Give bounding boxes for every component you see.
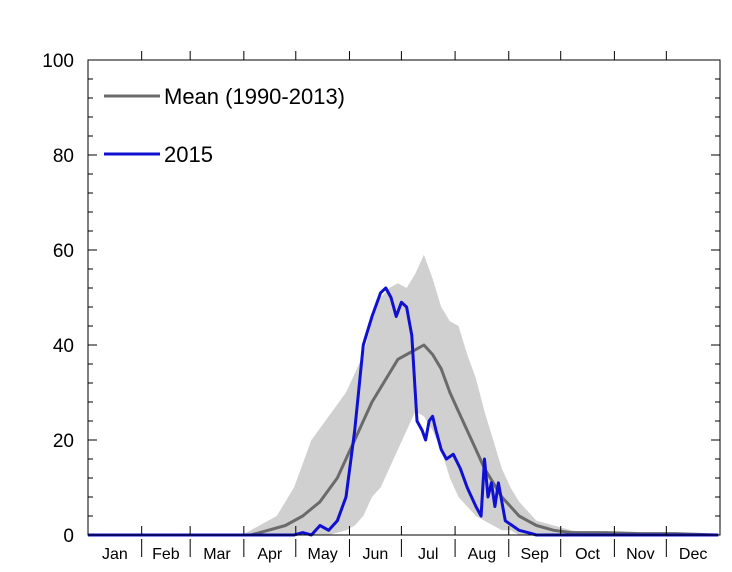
series-line-mean xyxy=(88,343,719,537)
x-tick-label: Mar xyxy=(203,546,231,563)
x-tick-label: Dec xyxy=(679,546,707,563)
x-tick-label: Oct xyxy=(575,546,600,563)
y-tick-label: 80 xyxy=(53,146,74,167)
y-tick-label: 60 xyxy=(53,241,74,262)
x-tick-label: Apr xyxy=(257,546,283,563)
series-lines-layer xyxy=(88,286,719,537)
range-band xyxy=(88,254,719,536)
legend-label-mean: Mean (1990-2013) xyxy=(164,84,345,109)
x-tick-label: Aug xyxy=(468,546,496,563)
y-tick-label: 40 xyxy=(53,336,74,357)
x-tick-label: May xyxy=(308,546,338,563)
x-tick-label: Sep xyxy=(520,546,549,563)
plot-frame xyxy=(87,59,721,536)
x-tick-label: Nov xyxy=(626,546,654,563)
x-tick-label: Jun xyxy=(363,546,389,563)
x-axis: Jan Feb Mar Apr May Jun Jul Aug Sep Oct Nov Dec xyxy=(102,51,707,563)
range-band-layer xyxy=(88,254,719,536)
y-tick-label: 0 xyxy=(63,526,74,547)
x-tick-label: Jul xyxy=(418,546,438,563)
legend-label-2015: 2015 xyxy=(164,142,213,167)
x-tick-label: Jan xyxy=(102,546,128,563)
y-axis: 0 20 40 60 80 100 xyxy=(42,51,720,547)
x-tick-label: Feb xyxy=(152,546,180,563)
series-line-2015 xyxy=(88,286,719,537)
y-tick-label: 20 xyxy=(53,431,74,452)
y-tick-label: 100 xyxy=(42,51,74,72)
legend: Mean (1990-2013) 2015 xyxy=(104,84,345,167)
